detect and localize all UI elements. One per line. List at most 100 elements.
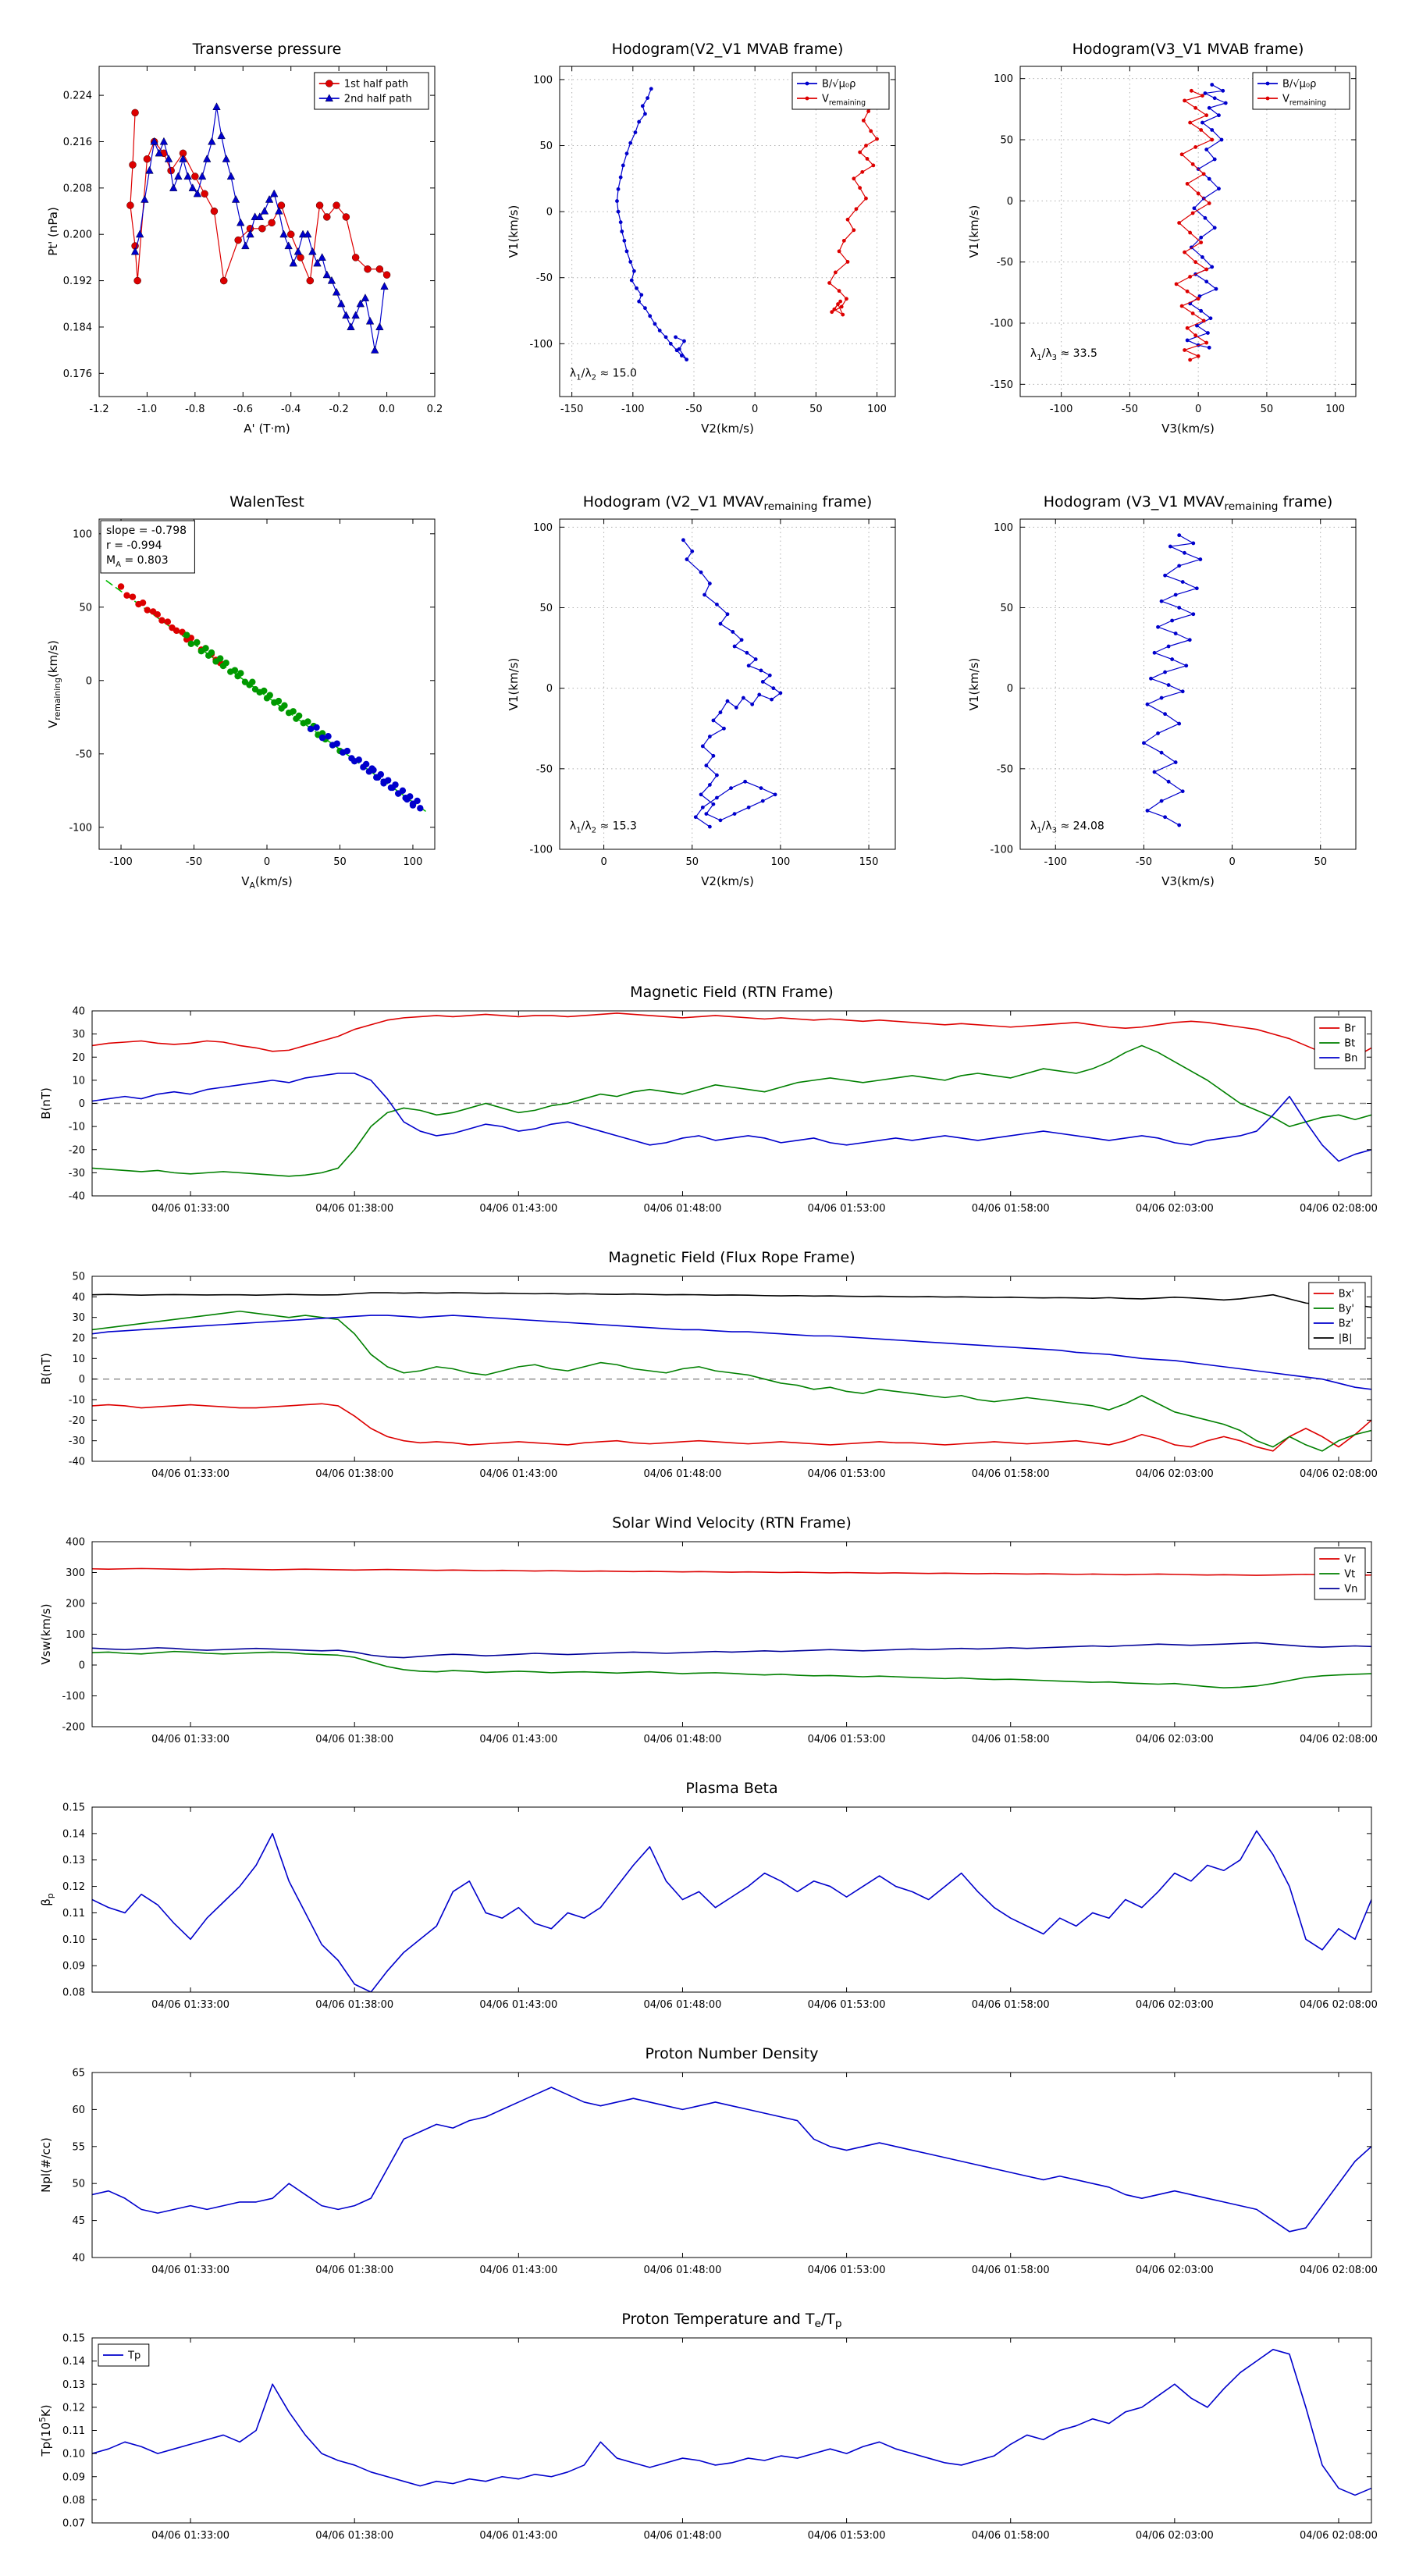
svg-text:0.12: 0.12 [62, 1881, 85, 1893]
svg-text:50: 50 [333, 856, 347, 868]
svg-text:0.09: 0.09 [62, 2471, 85, 2483]
svg-text:0.176: 0.176 [63, 368, 92, 380]
svg-text:55: 55 [72, 2141, 85, 2153]
svg-text:V2(km/s): V2(km/s) [701, 874, 754, 888]
svg-text:0.12: 0.12 [62, 2402, 85, 2414]
panel-proton-temperature: 04/06 01:33:00 04/06 01:38:00 04/06 01:43:… [31, 2303, 1378, 2560]
series-B [682, 539, 781, 827]
svg-text:-20: -20 [69, 1415, 85, 1427]
svg-text:45: 45 [72, 2215, 85, 2227]
svg-text:50: 50 [1000, 135, 1013, 147]
svg-text:50: 50 [72, 1272, 85, 1283]
chart-magnetic-field-flux-rope: 04/06 01:33:00 04/06 01:38:00 04/06 01:43:… [39, 1249, 1378, 1480]
svg-text:04/06 01:43:00: 04/06 01:43:00 [479, 1734, 557, 1745]
svg-text:-40: -40 [69, 1191, 85, 1203]
svg-text:04/06 02:08:00: 04/06 02:08:00 [1300, 1468, 1378, 1480]
series-B [616, 88, 688, 361]
svg-text:-50: -50 [997, 763, 1013, 775]
svg-text:-0.8: -0.8 [185, 404, 205, 415]
svg-text:10: 10 [72, 1354, 85, 1365]
svg-text:B(nT): B(nT) [39, 1353, 53, 1385]
svg-text:-40: -40 [69, 1457, 85, 1468]
svg-text:04/06 02:08:00: 04/06 02:08:00 [1300, 1203, 1378, 1215]
series-|B| [92, 1292, 1371, 1308]
svg-text:-0.2: -0.2 [329, 404, 348, 415]
svg-text:04/06 01:53:00: 04/06 01:53:00 [808, 2265, 886, 2276]
svg-text:-100: -100 [69, 822, 92, 834]
series-beta_p [92, 1830, 1371, 1992]
svg-text:400: 400 [66, 1537, 85, 1549]
svg-text:0: 0 [264, 856, 270, 868]
svg-text:0: 0 [79, 1660, 85, 1672]
svg-text:V2(km/s): V2(km/s) [701, 422, 754, 436]
svg-text:-50: -50 [685, 404, 702, 415]
svg-text:04/06 01:53:00: 04/06 01:53:00 [808, 1999, 886, 2011]
series-Br [92, 1012, 1371, 1061]
svg-text:-100: -100 [990, 318, 1013, 330]
svg-text:-100: -100 [529, 339, 553, 350]
svg-text:-100: -100 [529, 845, 553, 856]
chart-title: Hodogram(V3_V1 MVAB frame) [1072, 41, 1304, 58]
svg-text:04/06 01:33:00: 04/06 01:33:00 [151, 1999, 229, 2011]
svg-text:0.15: 0.15 [62, 2333, 85, 2345]
panel-magnetic-field-flux-rope: 04/06 01:33:00 04/06 01:38:00 04/06 01:43:… [31, 1241, 1378, 1499]
svg-text:65: 65 [72, 2068, 85, 2080]
svg-text:0.15: 0.15 [62, 1802, 85, 1814]
svg-text:-200: -200 [62, 1722, 85, 1734]
series-Tp [92, 2349, 1371, 2496]
svg-text:0: 0 [1229, 856, 1235, 868]
svg-text:0: 0 [752, 404, 758, 415]
svg-text:0: 0 [546, 207, 553, 219]
svg-text:04/06 02:03:00: 04/06 02:03:00 [1136, 1999, 1214, 2011]
chart-title: Proton Number Density [646, 2045, 819, 2062]
chart-plasma-beta: 04/06 01:33:00 04/06 01:38:00 04/06 01:43:… [39, 1780, 1378, 2011]
svg-text:04/06 02:03:00: 04/06 02:03:00 [1136, 1203, 1214, 1215]
series-Vn [92, 1642, 1371, 1659]
svg-text:V3(km/s): V3(km/s) [1161, 874, 1215, 888]
svg-text:04/06 02:03:00: 04/06 02:03:00 [1136, 1734, 1214, 1745]
svg-text:slope = -0.798: slope = -0.798 [106, 525, 187, 537]
svg-text:0.10: 0.10 [62, 1934, 85, 1946]
svg-text:0.11: 0.11 [62, 1908, 85, 1920]
svg-text:Tp(105K): Tp(105K) [37, 2404, 53, 2457]
panel-walen-test: -100 -50 0 50 100 -100 -50 0 50 100 WalenTest VA(km… [43, 484, 449, 898]
svg-text:04/06 01:48:00: 04/06 01:48:00 [643, 1468, 721, 1480]
panel-hodogram-v2v1-mvav: 0 50 100 150 -100 -50 0 50 100 Hodogram (V2_V1 MV… [503, 484, 909, 898]
svg-text:0.08: 0.08 [62, 1987, 85, 1999]
svg-text:50: 50 [72, 2179, 85, 2190]
svg-text:50: 50 [809, 404, 823, 415]
svg-text:1st half path: 1st half path [344, 79, 408, 91]
svg-text:0: 0 [79, 1374, 85, 1386]
svg-text:-150: -150 [990, 379, 1013, 391]
chart-title: Proton Temperature and Te/Tp [621, 2311, 841, 2330]
chart-title: Magnetic Field (Flux Rope Frame) [608, 1249, 855, 1266]
series-Bt [92, 1044, 1371, 1177]
svg-text:0: 0 [546, 683, 553, 695]
svg-text:100: 100 [404, 856, 423, 868]
svg-text:30: 30 [72, 1312, 85, 1324]
chart-title: Hodogram(V2_V1 MVAB frame) [612, 41, 844, 58]
panel-proton-number-density: 04/06 01:33:00 04/06 01:38:00 04/06 01:43:… [31, 2037, 1378, 2295]
svg-text:04/06 01:33:00: 04/06 01:33:00 [151, 2265, 229, 2276]
chart-solar-wind-velocity-rtn: 04/06 01:33:00 04/06 01:38:00 04/06 01:43:… [39, 1514, 1378, 1745]
chart-hodogram-v2v1-mvab: -150 -100 -50 0 50 100 -100 -50 0 50 100 Hodogram(V… [507, 41, 896, 436]
svg-text:0.07: 0.07 [62, 2518, 85, 2530]
svg-text:0.14: 0.14 [62, 2356, 85, 2368]
svg-text:04/06 01:33:00: 04/06 01:33:00 [151, 1203, 229, 1215]
svg-text:-50: -50 [1122, 404, 1138, 415]
series-Npl [92, 2087, 1371, 2233]
svg-text:-20: -20 [69, 1144, 85, 1156]
svg-text:04/06 01:53:00: 04/06 01:53:00 [808, 1734, 886, 1745]
svg-text:V1(km/s): V1(km/s) [967, 205, 981, 258]
svg-text:50: 50 [539, 141, 553, 152]
svg-text:-10: -10 [69, 1122, 85, 1133]
chart-title: Plasma Beta [685, 1780, 777, 1797]
svg-text:100: 100 [66, 1629, 85, 1641]
svg-text:-0.4: -0.4 [281, 404, 301, 415]
svg-text:B/√μ₀ρ: B/√μ₀ρ [1282, 79, 1316, 91]
svg-text:04/06 02:08:00: 04/06 02:08:00 [1300, 1999, 1378, 2011]
svg-text:40: 40 [72, 1292, 85, 1304]
svg-text:04/06 01:58:00: 04/06 01:58:00 [972, 2265, 1050, 2276]
svg-text:04/06 01:43:00: 04/06 01:43:00 [479, 1468, 557, 1480]
svg-text:50: 50 [539, 603, 553, 614]
